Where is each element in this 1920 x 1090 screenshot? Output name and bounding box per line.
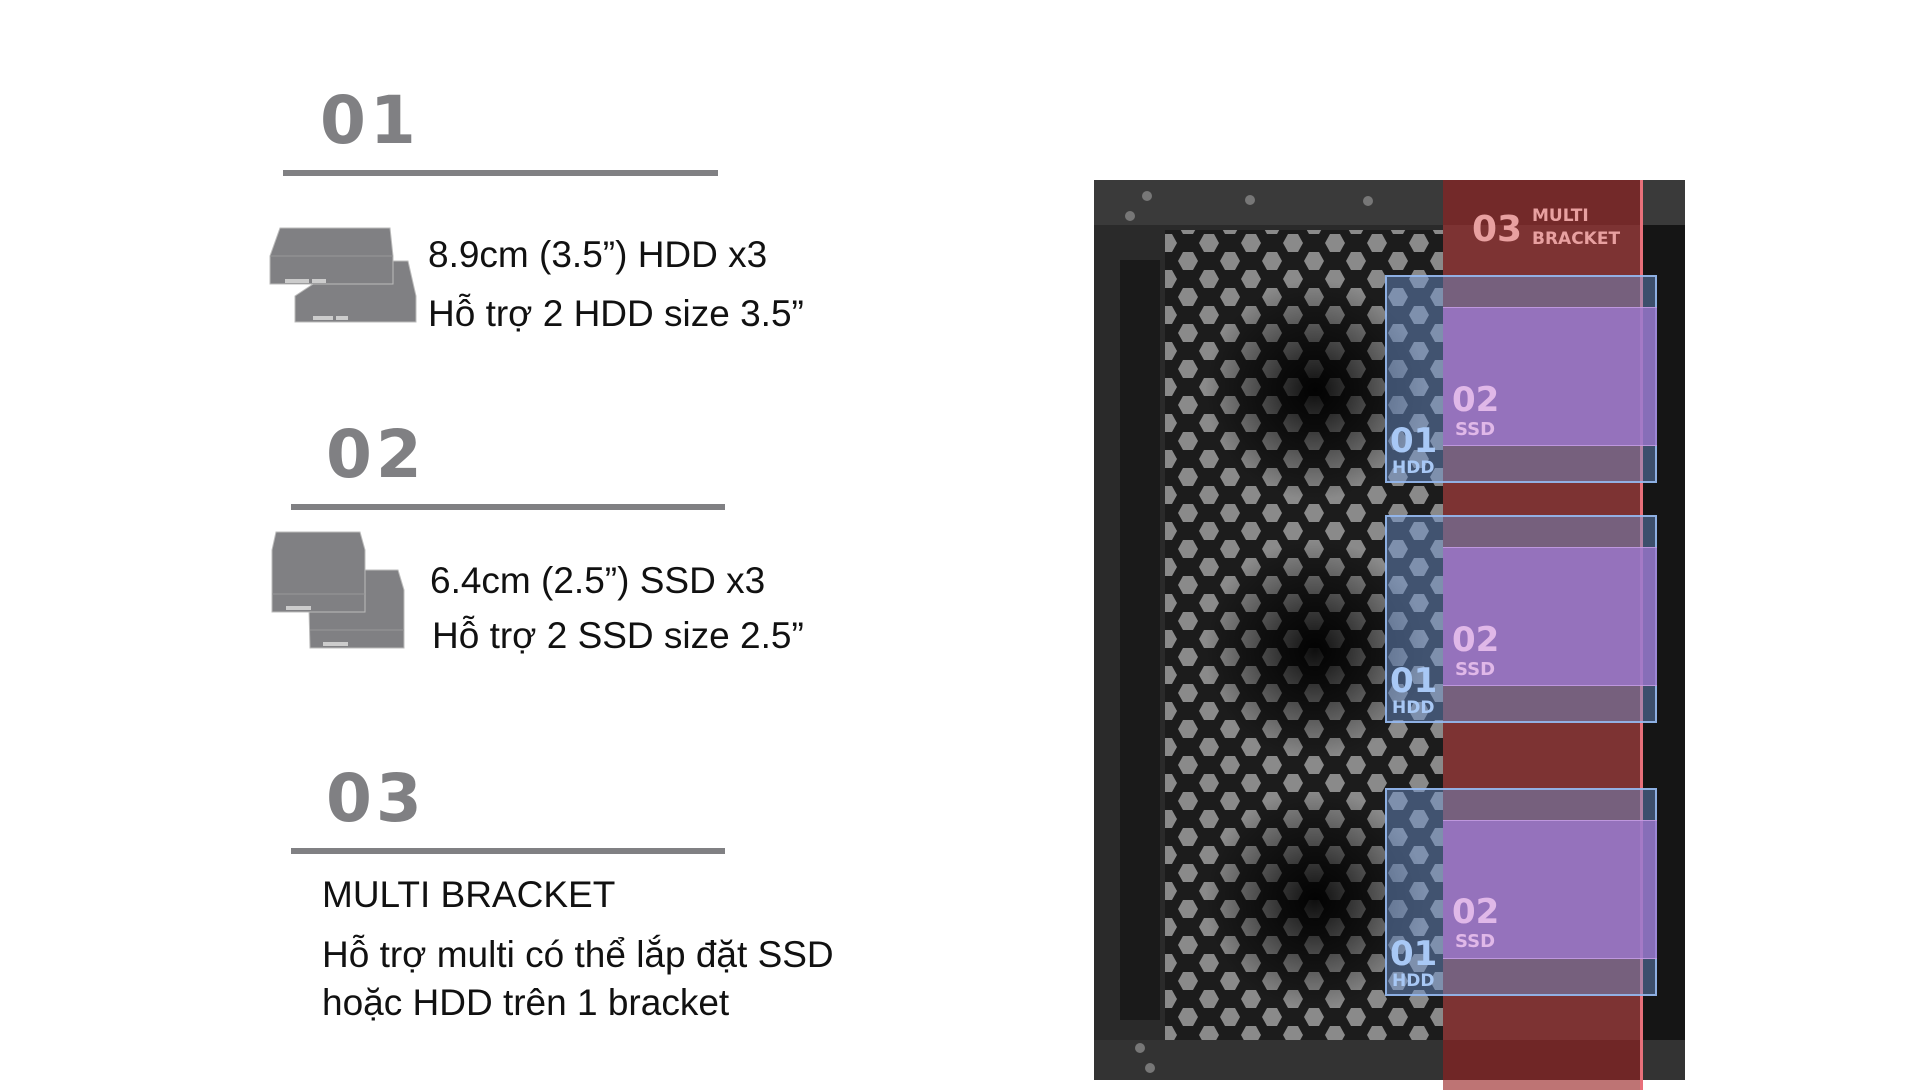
section-number-01: 01 bbox=[320, 82, 420, 159]
ssd-number: 02 bbox=[1452, 892, 1500, 932]
ssd-slot-overlay bbox=[1443, 547, 1657, 686]
hdd-support-text: Hỗ trợ 2 HDD size 3.5” bbox=[428, 293, 804, 334]
fan-icon bbox=[1205, 540, 1425, 760]
multi-bracket-desc-1: Hỗ trợ multi có thể lắp đặt SSD bbox=[322, 934, 834, 975]
section-number-03: 03 bbox=[326, 760, 426, 837]
multi-bracket-title: MULTI BRACKET bbox=[322, 874, 616, 915]
ssd-label: SSD bbox=[1455, 931, 1496, 952]
fan-icon bbox=[1205, 790, 1425, 1010]
ssd-spec-text: 6.4cm (2.5”) SSD x3 bbox=[430, 560, 766, 601]
section-divider bbox=[291, 848, 725, 854]
hdd-stack-icon bbox=[269, 227, 417, 323]
hdd-number: 01 bbox=[1390, 661, 1438, 701]
section-number-02: 02 bbox=[326, 416, 426, 493]
hdd-label: HDD bbox=[1392, 698, 1435, 718]
section-divider bbox=[283, 170, 718, 176]
multi-bracket-desc-2: hoặc HDD trên 1 bracket bbox=[322, 982, 730, 1023]
ssd-label: SSD bbox=[1455, 419, 1496, 440]
ssd-support-text: Hỗ trợ 2 SSD size 2.5” bbox=[432, 615, 804, 656]
ssd-slot-overlay bbox=[1443, 307, 1657, 446]
hdd-label: HDD bbox=[1392, 458, 1435, 478]
ssd-number: 02 bbox=[1452, 380, 1500, 420]
bracket-number: 03 bbox=[1472, 209, 1523, 250]
bracket-label-multi: MULTI bbox=[1532, 206, 1589, 226]
section-divider bbox=[291, 504, 725, 510]
hdd-number: 01 bbox=[1390, 934, 1438, 974]
hdd-number: 01 bbox=[1390, 421, 1438, 461]
ssd-stack-icon bbox=[271, 531, 405, 649]
hdd-label: HDD bbox=[1392, 971, 1435, 991]
ssd-number: 02 bbox=[1452, 620, 1500, 660]
ssd-slot-overlay bbox=[1443, 820, 1657, 959]
bracket-label-bracket: BRACKET bbox=[1532, 229, 1621, 249]
fan-icon bbox=[1205, 280, 1425, 500]
hdd-spec-text: 8.9cm (3.5”) HDD x3 bbox=[428, 234, 768, 275]
ssd-label: SSD bbox=[1455, 659, 1496, 680]
